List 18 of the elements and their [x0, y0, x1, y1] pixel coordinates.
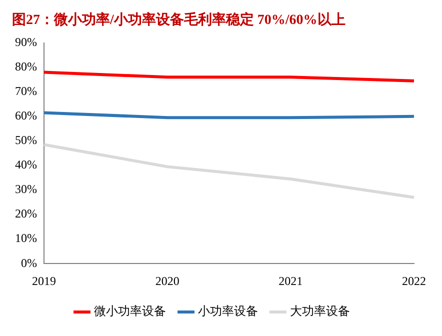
y-tick-label: 70%	[14, 84, 37, 98]
y-tick-label: 50%	[14, 133, 37, 148]
y-tick-label: 60%	[14, 108, 37, 123]
legend-label: 小功率设备	[198, 304, 258, 318]
y-tick-label: 40%	[14, 158, 37, 172]
chart-title: 图27：微小功率/小功率设备毛利率稳定 70%/60%以上	[12, 11, 346, 28]
legend-label: 微小功率设备	[94, 304, 166, 318]
y-tick-label: 10%	[14, 231, 37, 246]
x-tick-label: 2022	[402, 274, 426, 288]
y-tick-label: 90%	[14, 34, 37, 49]
y-tick-label: 30%	[14, 182, 37, 196]
y-tick-label: 80%	[14, 59, 37, 74]
y-tick-label: 0%	[20, 256, 37, 270]
y-tick-label: 20%	[14, 206, 37, 221]
legend-label: 大功率设备	[290, 304, 350, 318]
x-tick-label: 2020	[155, 274, 180, 288]
x-tick-label: 2021	[278, 274, 303, 288]
x-tick-label: 2019	[32, 274, 56, 288]
